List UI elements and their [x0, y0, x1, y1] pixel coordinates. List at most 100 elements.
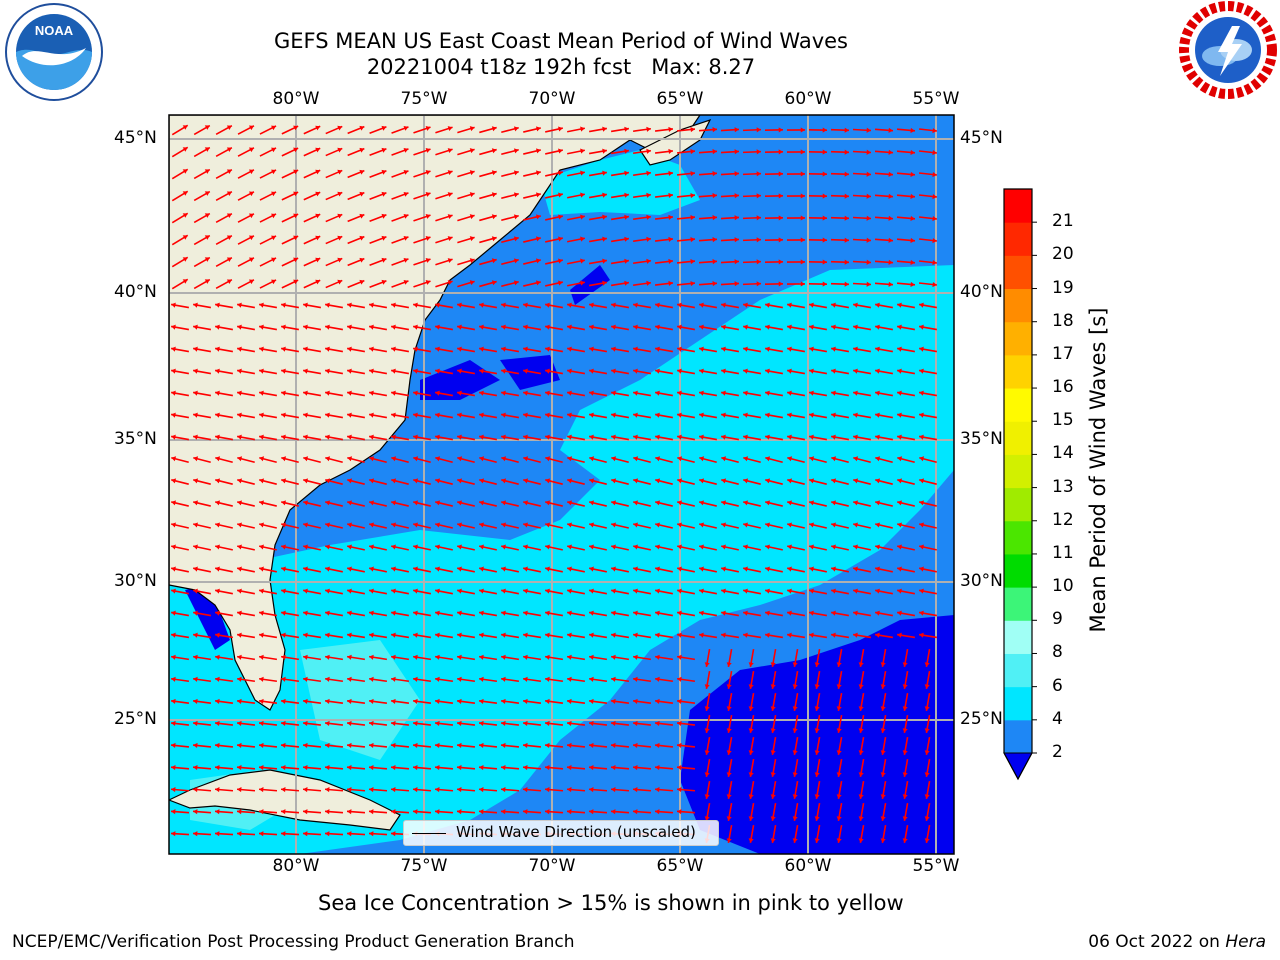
wave-direction-arrowhead [171, 588, 176, 594]
wave-direction-arrowhead [690, 126, 695, 133]
wave-direction-arrowhead [699, 522, 704, 528]
wave-direction-arrowhead [712, 215, 717, 221]
wave-direction-arrowhead [602, 126, 607, 132]
wave-direction-arrowhead [704, 772, 710, 777]
wave-direction-arrowhead [633, 610, 638, 616]
wave-direction-arrowhead [325, 302, 330, 308]
wave-direction-arrowhead [457, 412, 462, 418]
wave-direction-arrowhead [831, 346, 836, 352]
wave-direction-arrowhead [369, 324, 374, 330]
wave-direction-arrowhead [624, 192, 629, 198]
wave-direction-arrowhead [545, 809, 550, 815]
wave-direction-arrowhead [699, 566, 704, 572]
wave-direction-arrowhead [677, 368, 682, 374]
wave-direction-arrowhead [237, 676, 242, 682]
wave-direction-arrowhead [655, 368, 660, 374]
wave-direction-arrowhead [677, 544, 682, 550]
colorbar-tick-label: 15 [1052, 410, 1074, 431]
wave-direction-arrowhead [281, 676, 286, 682]
wave-direction-arrowhead [809, 324, 814, 330]
wave-direction-arrowhead [814, 728, 820, 733]
wave-direction-arrowhead [259, 390, 264, 396]
wave-direction-arrowhead [293, 169, 299, 175]
wave-direction-arrowhead [435, 324, 440, 330]
wave-direction-arrowhead [391, 742, 396, 749]
wave-direction-arrowhead [171, 787, 176, 793]
wave-direction-arrowhead [611, 809, 616, 815]
colorbar-segment [1004, 653, 1032, 688]
wave-direction-arrowhead [567, 390, 572, 396]
wave-direction-arrowhead [513, 214, 519, 220]
lat-tick-left: 40°N [114, 282, 157, 302]
wave-direction-arrowhead [699, 500, 705, 506]
wave-direction-arrowhead [814, 706, 820, 711]
wave-direction-arrowhead [281, 588, 286, 594]
colorbar-segment [1004, 686, 1032, 721]
wave-direction-arrowhead [435, 698, 440, 704]
wave-direction-arrowhead [836, 794, 842, 799]
map-subtitle: 20221004 t18z 192h fcst Max: 8.27 [366, 55, 756, 79]
wave-direction-arrowhead [602, 258, 607, 264]
wave-direction-arrowhead [589, 478, 595, 484]
wave-direction-arrowhead [435, 456, 441, 462]
wave-direction-arrowhead [836, 728, 842, 733]
wave-direction-arrowhead [655, 764, 660, 771]
wave-direction-arrowhead [281, 478, 287, 484]
wave-direction-arrowhead [403, 279, 409, 285]
wave-direction-arrowhead [337, 257, 343, 263]
wave-direction-arrowhead [435, 632, 440, 638]
wave-direction-arrowhead [501, 676, 506, 682]
wave-direction-arrowhead [800, 193, 805, 199]
wave-direction-arrowhead [690, 170, 695, 177]
wave-direction-arrowhead [875, 434, 880, 440]
wave-direction-arrowhead [919, 434, 924, 440]
wave-direction-arrowhead [237, 302, 242, 308]
wave-direction-arrowhead [479, 698, 484, 704]
wave-direction-arrowhead [602, 170, 607, 176]
wave-direction-arrowhead [602, 192, 607, 198]
wave-direction-arrowhead [880, 794, 886, 799]
wave-direction-arrowhead [171, 610, 176, 616]
wave-direction-arrowhead [193, 346, 198, 352]
wave-direction-arrowhead [293, 213, 299, 219]
wave-direction-arrowhead [655, 720, 660, 727]
wave-direction-arrowhead [303, 368, 308, 374]
wave-direction-arrowhead [853, 324, 858, 330]
wave-direction-arrowhead [677, 720, 682, 727]
wave-direction-arrowhead [303, 324, 308, 330]
wave-direction-arrowhead [237, 831, 242, 837]
wave-direction-arrowhead [193, 478, 199, 484]
wave-direction-arrowhead [836, 772, 842, 777]
wave-direction-arrowhead [303, 632, 308, 638]
wave-direction-arrowhead [215, 412, 220, 418]
wave-direction-arrowhead [567, 676, 572, 682]
wave-direction-arrowhead [624, 258, 629, 264]
wave-direction-arrowhead [655, 632, 660, 638]
lat-tick-left: 45°N [114, 128, 157, 148]
wave-direction-arrowhead [303, 764, 308, 771]
wave-direction-arrowhead [479, 720, 484, 727]
wave-direction-arrowhead [880, 816, 886, 821]
wave-direction-arrowhead [215, 787, 220, 793]
wave-direction-arrowhead [413, 698, 418, 704]
wave-direction-arrowhead [580, 170, 585, 176]
wave-direction-arrowhead [677, 412, 682, 418]
wave-direction-arrowhead [809, 544, 814, 550]
wave-direction-arrowhead [281, 412, 286, 418]
wave-direction-arrowhead [281, 500, 287, 506]
wave-direction-arrowhead [325, 588, 330, 594]
wave-direction-arrowhead [633, 809, 638, 815]
wave-direction-arrowhead [611, 390, 616, 396]
wave-direction-arrowhead [281, 742, 286, 749]
wave-direction-arrowhead [501, 632, 506, 638]
wave-direction-arrowhead [655, 346, 660, 352]
wave-direction-arrowhead [580, 148, 585, 154]
wave-direction-arrowhead [787, 632, 792, 638]
noaa-logo: NOAA [5, 3, 103, 101]
wave-direction-arrowhead [580, 126, 585, 132]
wave-direction-arrowhead [171, 632, 176, 638]
wave-direction-arrowhead [853, 544, 858, 550]
wave-direction-arrowhead [831, 566, 836, 572]
wave-direction-arrowhead [457, 742, 462, 749]
wave-direction-arrowhead [281, 434, 286, 440]
